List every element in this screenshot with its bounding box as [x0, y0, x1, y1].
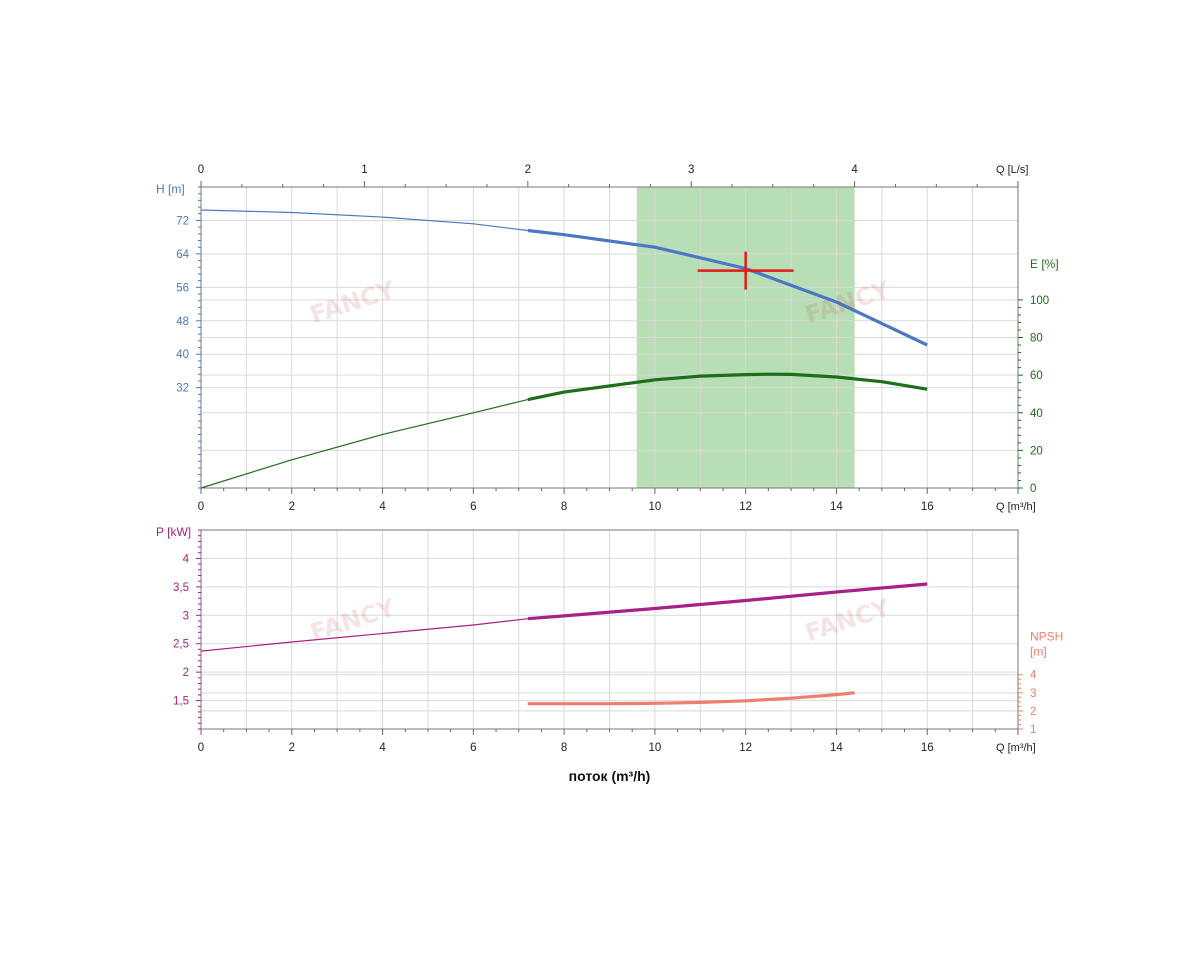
bottom-grid [201, 530, 1018, 730]
x-top-axis-label: Q [L/s] [996, 164, 1028, 176]
x-tick-label: 12 [739, 742, 752, 754]
y-right-tick-label: 100 [1030, 295, 1049, 307]
series-line-1 [527, 372, 928, 402]
x-tick-label: 8 [561, 742, 567, 754]
x-tick-label: 4 [379, 742, 386, 754]
series-line-thin-0 [200, 618, 528, 652]
x-tick-label: 16 [921, 501, 934, 513]
x-top-tick-label: 4 [851, 164, 858, 176]
x-axis-label: Q [m³/h] [996, 501, 1036, 513]
y-left-tick-label: 3,5 [173, 582, 189, 594]
series-line-thin-0 [200, 209, 528, 232]
x-top-tick-label: 1 [361, 164, 367, 176]
watermark-logo: FANCY [802, 593, 894, 647]
x-tick-label: 6 [470, 742, 476, 754]
y-right-tick-label: 3 [1030, 688, 1036, 700]
y-left-tick-label: 48 [176, 316, 189, 328]
top-grid [201, 187, 1018, 489]
bottom-y-right-axis: 1 2 3 4 NPSH[m] [1018, 630, 1063, 736]
y-left-tick-label: 64 [176, 249, 189, 261]
y-right-tick-label: 80 [1030, 333, 1043, 345]
y-right-tick-label: 0 [1030, 483, 1036, 495]
x-tick-label: 14 [830, 742, 843, 754]
x-tick-label: 16 [921, 742, 934, 754]
bottom-plot: 0 2 4 6 8 10 12 14 16 Q [m³/h]1,522,533,54P [kW]1… [156, 525, 1063, 754]
y-left-tick-label: 2,5 [173, 639, 189, 651]
y-left-tick-label: 32 [176, 383, 189, 395]
x-tick-label: 0 [198, 742, 204, 754]
x-top-tick-label: 2 [525, 164, 531, 176]
top-y-left-axis: 32 40 48 56 64 72 H [m] [156, 182, 202, 489]
x-tick-label: 12 [739, 501, 752, 513]
x-axis-label: Q [m³/h] [996, 742, 1036, 754]
series-line-1 [527, 691, 855, 706]
x-tick-label: 0 [198, 501, 204, 513]
y-left-tick-label: 40 [176, 349, 189, 361]
x-tick-label: 4 [379, 501, 386, 513]
y-right-tick-label: 40 [1030, 408, 1043, 420]
series-line-thin-1 [200, 399, 528, 489]
top-y-right-axis: 0 20 40 60 80 100 E [%] [1018, 257, 1059, 495]
top-x-axis-secondary: 0 1 2 3 4 Q [L/s] [198, 164, 1028, 187]
y-left-tick-label: 1,5 [173, 696, 189, 708]
y-right-axis-label-unit: [m] [1030, 645, 1047, 659]
y-right-tick-label: 2 [1030, 706, 1036, 718]
watermark-logo: FANCY [307, 593, 399, 647]
x-tick-label: 10 [648, 501, 661, 513]
y-right-axis-label: E [%] [1030, 257, 1059, 271]
x-axis-title: поток (m³/h) [569, 768, 651, 784]
watermark-text: FANCY [802, 593, 894, 647]
y-left-tick-label: 2 [183, 667, 189, 679]
y-left-tick-label: 72 [176, 215, 189, 227]
y-left-tick-label: 3 [183, 610, 189, 622]
y-right-tick-label: 1 [1030, 724, 1036, 736]
y-right-tick-label: 4 [1030, 670, 1037, 682]
x-tick-label: 2 [289, 501, 295, 513]
y-left-tick-label: 4 [183, 553, 190, 565]
y-right-axis-label: NPSH [1030, 630, 1063, 644]
x-tick-label: 10 [648, 742, 661, 754]
x-tick-label: 6 [470, 501, 476, 513]
series-line-0 [527, 582, 928, 621]
y-left-tick-label: 56 [176, 282, 189, 294]
y-left-axis-label: P [kW] [156, 525, 191, 539]
x-top-tick-label: 0 [198, 164, 204, 176]
bottom-y-left-axis: 1,5 2 2,5 3 3,5 4 P [kW] [156, 525, 202, 730]
x-tick-label: 8 [561, 501, 567, 513]
y-right-tick-label: 60 [1030, 370, 1043, 382]
watermark-text: FANCY [307, 593, 399, 647]
y-right-tick-label: 20 [1030, 445, 1043, 457]
top-x-axis: 0 2 4 6 8 10 12 14 16 Q [m³/h] [198, 488, 1036, 513]
bottom-x-axis: 0 2 4 6 8 10 12 14 16 Q [m³/h] [198, 729, 1036, 754]
y-left-axis-label: H [m] [156, 182, 185, 196]
x-tick-label: 14 [830, 501, 843, 513]
x-top-tick-label: 3 [688, 164, 694, 176]
x-tick-label: 2 [289, 742, 295, 754]
series-line-0 [527, 228, 928, 347]
